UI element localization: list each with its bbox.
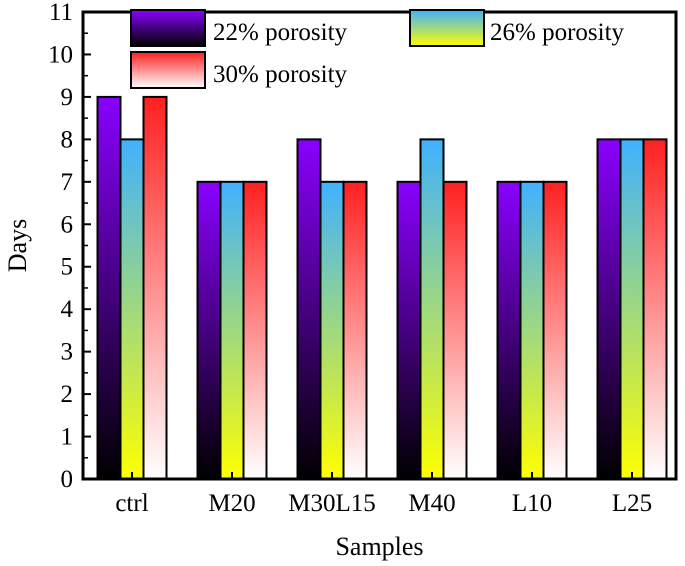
bar-L25-series-3 <box>642 138 668 480</box>
y-axis-title: Days <box>3 219 32 272</box>
x-tick-label-M40: M40 <box>408 490 455 517</box>
x-axis-title: Samples <box>335 532 423 561</box>
y-tick-label: 10 <box>48 41 73 68</box>
bar-ctrl-series-3 <box>142 95 168 480</box>
bar-L10-series-3 <box>542 180 568 480</box>
y-axis-ticks: 0 1 2 3 4 5 6 7 8 9 10 11 <box>48 0 91 493</box>
bar-ctrl-series-1 <box>96 95 122 480</box>
bar-L10-series-1 <box>496 180 522 480</box>
legend-label-series-2: 26% porosity <box>490 19 625 46</box>
bars-group <box>96 95 668 480</box>
y-tick-label: 5 <box>61 254 74 281</box>
legend-swatch-series-1 <box>130 9 206 47</box>
legend-label-series-3: 30% porosity <box>213 61 348 88</box>
bar-M30L15-series-3 <box>342 180 368 480</box>
y-tick-label: 1 <box>61 424 74 451</box>
bar-M30L15-series-2 <box>319 180 345 480</box>
legend-swatch-series-2 <box>409 9 485 47</box>
x-tick-label-M30L15: M30L15 <box>288 490 376 517</box>
y-tick-label: 3 <box>61 339 74 366</box>
bar-M20-series-1 <box>196 180 222 480</box>
bar-M20-series-3 <box>242 180 268 480</box>
bar-L25-series-2 <box>619 138 645 480</box>
y-tick-label: 8 <box>61 126 74 153</box>
y-tick-label: 0 <box>61 466 74 493</box>
bar-ctrl-series-2 <box>119 138 145 480</box>
y-tick-label: 7 <box>61 169 74 196</box>
x-axis-ticks: ctrl M20 M30L15 M40 L10 L25 <box>115 472 652 517</box>
bar-M40-series-2 <box>419 138 445 480</box>
bar-L25-series-1 <box>596 138 622 480</box>
y-tick-label: 4 <box>61 296 74 323</box>
legend-label-series-1: 22% porosity <box>213 19 348 46</box>
y-tick-label: 9 <box>61 84 74 111</box>
y-tick-label: 2 <box>61 381 74 408</box>
bar-M40-series-1 <box>396 180 422 480</box>
x-tick-label-ctrl: ctrl <box>115 490 148 517</box>
y-tick-label: 6 <box>61 211 74 238</box>
legend: 22% porosity 26% porosity 30% porosity <box>130 9 625 89</box>
x-tick-label-L10: L10 <box>512 490 552 517</box>
bar-M20-series-2 <box>219 180 245 480</box>
bar-M40-series-3 <box>442 180 468 480</box>
x-tick-label-L25: L25 <box>612 490 652 517</box>
bar-M30L15-series-1 <box>296 138 322 480</box>
bar-L10-series-2 <box>519 180 545 480</box>
y-tick-label: 11 <box>49 0 73 26</box>
legend-swatch-series-3 <box>130 51 206 89</box>
x-tick-label-M20: M20 <box>208 490 255 517</box>
